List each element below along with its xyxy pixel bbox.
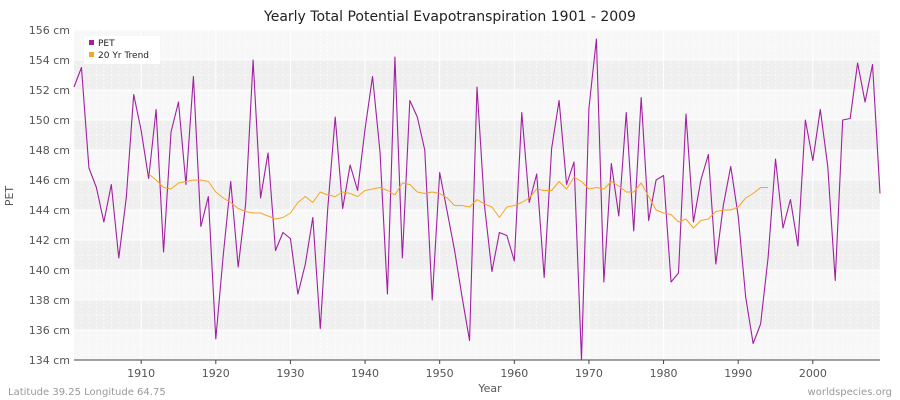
x-axis: 1910 1920 1930 1940 1950 1960 1970 1980 1990 2000 bbox=[127, 360, 827, 380]
footer-coordinates: Latitude 39.25 Longitude 64.75 bbox=[8, 387, 166, 398]
y-axis: 134 cm 136 cm 138 cm 140 cm 142 cm 144 cm 146 … bbox=[29, 24, 70, 367]
y-tick-label: 138 cm bbox=[29, 294, 70, 307]
y-tick-label: 140 cm bbox=[29, 264, 70, 277]
y-tick-label: 150 cm bbox=[29, 114, 70, 127]
legend-label-pet: PET bbox=[98, 39, 115, 49]
x-tick-label: 1940 bbox=[351, 367, 379, 380]
y-tick-label: 136 cm bbox=[29, 324, 70, 337]
trend-series-line bbox=[148, 173, 769, 229]
x-tick-label: 1960 bbox=[500, 367, 528, 380]
legend-swatch-trend bbox=[89, 52, 94, 57]
x-tick-label: 1920 bbox=[202, 367, 230, 380]
legend-box bbox=[84, 36, 160, 64]
x-tick-label: 1930 bbox=[276, 367, 304, 380]
legend-label-trend: 20 Yr Trend bbox=[98, 51, 149, 61]
y-tick-label: 154 cm bbox=[29, 54, 70, 67]
pet-series-line bbox=[73, 38, 881, 361]
y-tick-label: 142 cm bbox=[29, 234, 70, 247]
y-tick-label: 146 cm bbox=[29, 174, 70, 187]
x-tick-label: 1990 bbox=[724, 367, 752, 380]
x-axis-label: Year bbox=[477, 382, 502, 395]
chart-title: Yearly Total Potential Evapotranspiratio… bbox=[263, 9, 636, 25]
footer-source: worldspecies.org bbox=[808, 387, 892, 398]
y-tick-label: 144 cm bbox=[29, 204, 70, 217]
y-tick-label: 148 cm bbox=[29, 144, 70, 157]
y-axis-label: PET bbox=[3, 186, 16, 207]
x-tick-label: 1910 bbox=[127, 367, 155, 380]
x-tick-label: 1970 bbox=[575, 367, 603, 380]
y-tick-label: 156 cm bbox=[29, 24, 70, 37]
x-tick-label: 1980 bbox=[650, 367, 678, 380]
legend-swatch-pet bbox=[89, 40, 94, 45]
series-layer bbox=[73, 38, 881, 361]
x-tick-label: 1950 bbox=[426, 367, 454, 380]
x-tick-label: 2000 bbox=[799, 367, 827, 380]
y-tick-label: 134 cm bbox=[29, 354, 70, 367]
legend: PET 20 Yr Trend bbox=[84, 36, 160, 64]
y-tick-label: 152 cm bbox=[29, 84, 70, 97]
